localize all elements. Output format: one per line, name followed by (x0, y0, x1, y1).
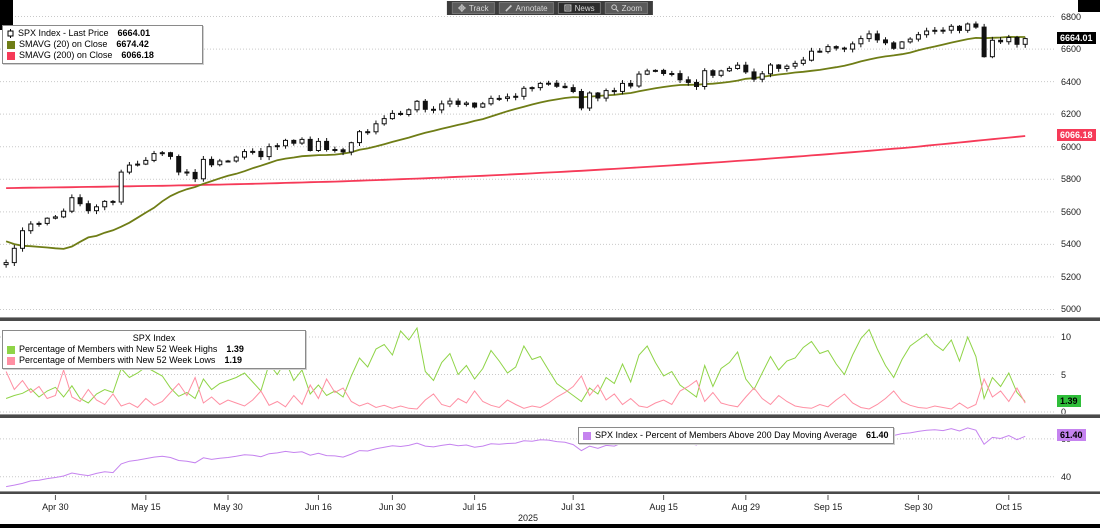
breadth-legend: SPX Index Percentage of Members with New… (2, 330, 306, 369)
panel-divider-3 (0, 491, 1100, 494)
legend-value: 1.39 (226, 344, 244, 354)
zoom-label: Zoom (621, 3, 643, 13)
legend-label: SMAVG (20) on Close (19, 39, 108, 49)
legend-label: SPX Index - Percent of Members Above 200… (595, 430, 857, 440)
sma20-line (5, 35, 1026, 250)
legend-label: Percentage of Members with New 52 Week H… (19, 344, 218, 354)
track-button[interactable]: Track (451, 2, 495, 14)
legend-label: SMAVG (200) on Close (19, 50, 113, 60)
legend-row-sma200[interactable]: SMAVG (200) on Close 6066.18 (7, 50, 198, 61)
panel-divider-1[interactable] (0, 317, 1100, 321)
pencil-icon (505, 4, 512, 12)
news-button[interactable]: News (557, 2, 601, 14)
news-label: News (574, 3, 595, 13)
magnifier-icon (611, 4, 619, 12)
legend-value: 6066.18 (121, 50, 154, 60)
sma200-swatch (7, 51, 15, 60)
new-lows-line (5, 368, 1026, 410)
top-left-corner-box (0, 0, 13, 30)
track-label: Track (468, 3, 489, 13)
legend-row-sma20[interactable]: SMAVG (20) on Close 6674.42 (7, 39, 198, 50)
legend-row-above-200dma[interactable]: SPX Index - Percent of Members Above 200… (583, 430, 889, 441)
panel-divider-2[interactable] (0, 414, 1100, 418)
legend-row-new-lows[interactable]: Percentage of Members with New 52 Week L… (7, 355, 301, 366)
legend-label: Percentage of Members with New 52 Week L… (19, 355, 216, 365)
gridlines (0, 16, 1056, 478)
annotate-label: Annotate (515, 3, 548, 13)
news-icon (564, 4, 572, 12)
new-highs-line (5, 326, 1026, 404)
annotate-button[interactable]: Annotate (498, 2, 554, 14)
new-lows-swatch (7, 356, 15, 365)
candlesticks (3, 21, 1028, 268)
zoom-button[interactable]: Zoom (604, 2, 649, 14)
new-highs-swatch (7, 345, 15, 354)
above-200dma-swatch (583, 431, 591, 440)
legend-value: 6664.01 (117, 28, 151, 38)
sma20-swatch (7, 40, 15, 49)
x-axis-year-label: 2025 (517, 513, 539, 523)
candlestick-icon (7, 29, 14, 38)
sma200-line (6, 135, 1026, 189)
legend-label: SPX Index - Last Price (18, 28, 109, 38)
price-legend: SPX Index - Last Price 6664.01 SMAVG (20… (2, 25, 203, 64)
top-right-corner-box (1078, 0, 1100, 12)
legend-value: 6674.42 (116, 39, 149, 49)
chart-toolbar: Track Annotate News Zoom (446, 1, 654, 15)
crosshair-icon (457, 4, 466, 12)
bottom-black-bar (0, 524, 1100, 528)
legend-row-new-highs[interactable]: Percentage of Members with New 52 Week H… (7, 344, 301, 355)
legend-value: 61.40 (865, 430, 889, 440)
legend-value: 1.19 (224, 355, 242, 365)
breadth-legend-title: SPX Index (132, 333, 176, 343)
above-200dma-legend: SPX Index - Percent of Members Above 200… (578, 427, 894, 444)
legend-row-last-price[interactable]: SPX Index - Last Price 6664.01 (7, 28, 198, 39)
